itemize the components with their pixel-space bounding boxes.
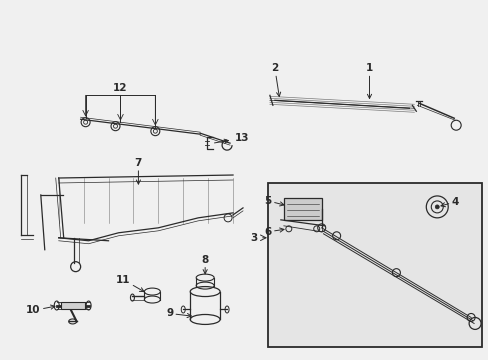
Text: 2: 2: [271, 63, 280, 96]
Text: 9: 9: [166, 309, 191, 319]
Text: 5: 5: [264, 196, 284, 206]
Circle shape: [434, 205, 438, 209]
Bar: [267, 183, 481, 347]
Text: 11: 11: [116, 275, 144, 292]
Text: 12: 12: [113, 84, 127, 93]
Text: 13: 13: [214, 133, 249, 143]
Text: 4: 4: [440, 197, 458, 207]
Text: 7: 7: [135, 158, 142, 184]
Bar: [61, 302, 84, 310]
Text: 6: 6: [264, 227, 284, 237]
Bar: [283, 198, 321, 220]
Text: 3: 3: [250, 233, 258, 243]
Text: 8: 8: [201, 255, 208, 274]
Text: 1: 1: [365, 63, 372, 98]
Text: 10: 10: [26, 305, 55, 315]
